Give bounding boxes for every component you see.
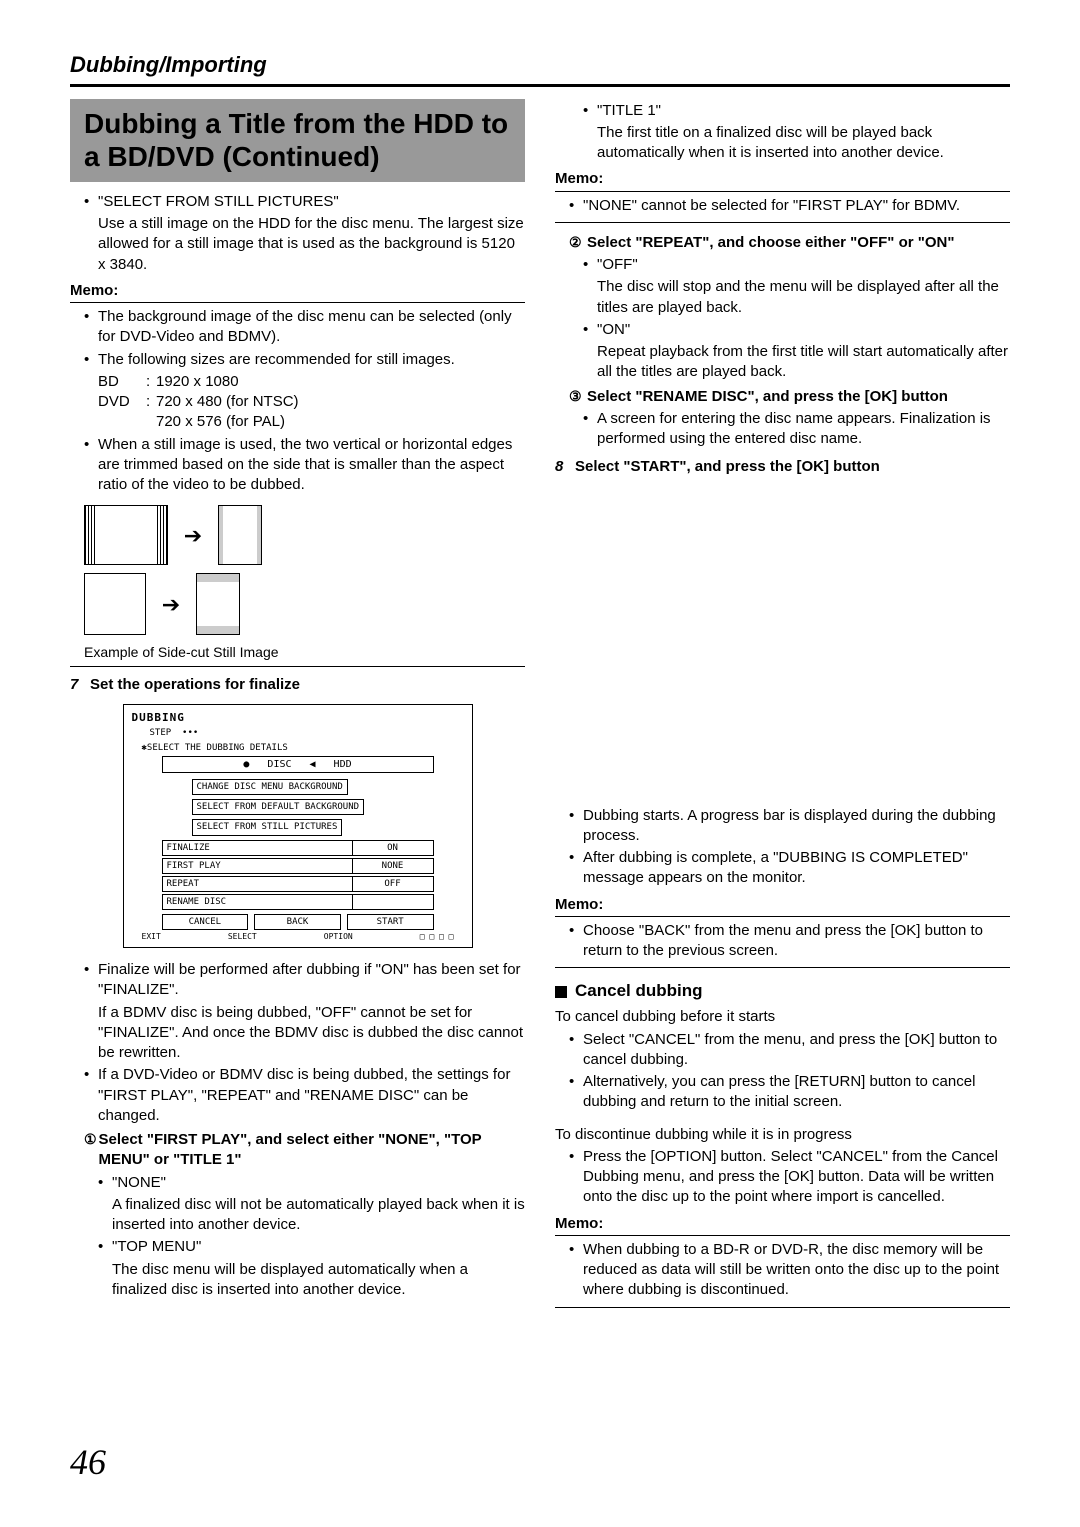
screen-row-label: FIRST PLAY xyxy=(163,859,353,873)
screen-row-label: FINALIZE xyxy=(163,841,353,855)
option-desc: The first title on a finalized disc will… xyxy=(597,123,1010,164)
memo-heading: Memo: xyxy=(555,895,1010,917)
size-val: 1920 x 1080 xyxy=(156,372,239,392)
still-desc: Use a still image on the HDD for the dis… xyxy=(98,214,525,275)
body-text: If a BDMV disc is being dubbed, "OFF" ca… xyxy=(98,1003,525,1064)
option-desc: Repeat playback from the first title wil… xyxy=(597,342,1010,383)
option-label: "NONE" xyxy=(112,1173,525,1193)
memo-text: Choose "BACK" from the menu and press th… xyxy=(583,921,1010,962)
screen-footer: SELECT xyxy=(228,932,257,943)
body-text: To discontinue dubbing while it is in pr… xyxy=(555,1125,1010,1145)
option-label: "TOP MENU" xyxy=(112,1237,525,1257)
memo-text: The following sizes are recommended for … xyxy=(98,350,525,370)
screen-option: CHANGE DISC MENU BACKGROUND xyxy=(192,779,348,795)
body-text: Alternatively, you can press the [RETURN… xyxy=(583,1072,1010,1113)
substep-number: ③ xyxy=(569,387,587,407)
still-label: "SELECT FROM STILL PICTURES" xyxy=(98,192,525,212)
screen-button: CANCEL xyxy=(162,914,249,930)
section-header: Dubbing/Importing xyxy=(70,50,1010,87)
screen-button: BACK xyxy=(254,914,341,930)
screen-option: SELECT FROM DEFAULT BACKGROUND xyxy=(192,799,365,815)
substep-number: ① xyxy=(84,1130,98,1171)
subsection-title: Cancel dubbing xyxy=(575,980,703,1003)
option-desc: The disc will stop and the menu will be … xyxy=(597,277,1010,318)
size-val: 720 x 576 (for PAL) xyxy=(156,412,285,432)
screen-footer: EXIT xyxy=(142,932,161,943)
screen-row-value: ON xyxy=(353,841,433,855)
page-title: Dubbing a Title from the HDD to a BD/DVD… xyxy=(70,99,525,182)
option-label: "OFF" xyxy=(597,255,1010,275)
option-label: "TITLE 1" xyxy=(597,101,1010,121)
body-text: If a DVD-Video or BDMV disc is being dub… xyxy=(98,1065,525,1126)
substep-title: Select "REPEAT", and choose either "OFF"… xyxy=(587,233,954,253)
option-desc: A finalized disc will not be automatical… xyxy=(112,1195,525,1236)
step-number: 7 xyxy=(70,675,90,695)
screen-row-value xyxy=(353,895,433,909)
option-label: "ON" xyxy=(597,320,1010,340)
dubbing-screen: DUBBING STEP ••• ✱SELECT THE DUBBING DET… xyxy=(123,704,473,949)
screen-footer: OPTION xyxy=(324,932,353,943)
body-text: Press the [OPTION] button. Select "CANCE… xyxy=(583,1147,1010,1208)
body-text: After dubbing is complete, a "DUBBING IS… xyxy=(583,848,1010,889)
screen-option: SELECT FROM STILL PICTURES xyxy=(192,819,343,835)
body-text: To cancel dubbing before it starts xyxy=(555,1007,1010,1027)
left-column: Dubbing a Title from the HDD to a BD/DVD… xyxy=(70,99,525,1318)
memo-heading: Memo: xyxy=(70,281,525,303)
sidecut-diagram: ➔ ➔ xyxy=(84,505,525,635)
step-number: 8 xyxy=(555,457,575,477)
screen-title: DUBBING xyxy=(132,711,464,726)
screen-row-label: RENAME DISC xyxy=(163,895,353,909)
size-key: DVD xyxy=(98,392,146,412)
memo-text: When dubbing to a BD-R or DVD-R, the dis… xyxy=(583,1240,1010,1301)
body-text: A screen for entering the disc name appe… xyxy=(597,409,1010,450)
body-text: Select "CANCEL" from the menu, and press… xyxy=(583,1030,1010,1071)
memo-text: The background image of the disc menu ca… xyxy=(98,307,525,348)
memo-text: When a still image is used, the two vert… xyxy=(98,435,525,496)
substep-title: Select "FIRST PLAY", and select either "… xyxy=(98,1130,525,1171)
body-text: Finalize will be performed after dubbing… xyxy=(98,960,525,1001)
screen-step: STEP xyxy=(150,728,172,738)
screen-hdd: HDD xyxy=(334,758,352,772)
step-title: Select "START", and press the [OK] butto… xyxy=(575,457,880,477)
screen-button: START xyxy=(347,914,434,930)
body-text: Dubbing starts. A progress bar is displa… xyxy=(583,806,1010,847)
size-val: 720 x 480 (for NTSC) xyxy=(156,392,299,412)
page-number: 46 xyxy=(70,1438,106,1487)
substep-title: Select "RENAME DISC", and press the [OK]… xyxy=(587,387,948,407)
step-title: Set the operations for finalize xyxy=(90,675,300,695)
screen-disc: DISC xyxy=(267,758,291,772)
memo-heading: Memo: xyxy=(555,169,1010,191)
size-key: BD xyxy=(98,372,146,392)
memo-text: "NONE" cannot be selected for "FIRST PLA… xyxy=(583,196,1010,216)
right-column: •"TITLE 1" The first title on a finalize… xyxy=(555,99,1010,1318)
screen-row-value: OFF xyxy=(353,877,433,891)
memo-heading: Memo: xyxy=(555,1214,1010,1236)
screen-subtitle: ✱SELECT THE DUBBING DETAILS xyxy=(142,742,464,754)
screen-row-value: NONE xyxy=(353,859,433,873)
diagram-caption: Example of Side-cut Still Image xyxy=(84,643,525,662)
substep-number: ② xyxy=(569,233,587,253)
screen-row-label: REPEAT xyxy=(163,877,353,891)
option-desc: The disc menu will be displayed automati… xyxy=(112,1260,525,1301)
